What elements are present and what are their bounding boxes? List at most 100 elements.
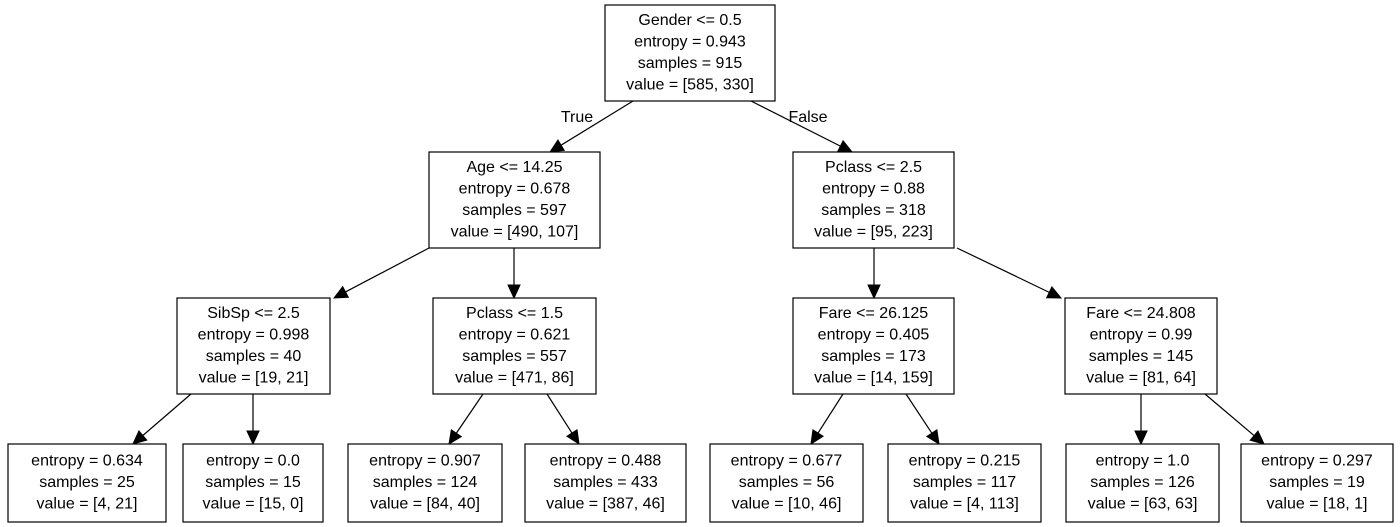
tree-edge-line <box>142 393 192 436</box>
tree-node-line: entropy = 0.215 <box>909 453 1021 470</box>
tree-node-line: samples = 173 <box>821 348 926 365</box>
tree-edge-line <box>905 393 933 434</box>
tree-node-line: samples = 124 <box>373 474 478 491</box>
tree-edge-line <box>345 247 430 293</box>
tree-node-box <box>1065 443 1220 523</box>
tree-edge-line <box>455 393 484 434</box>
tree-node-line: entropy = 0.405 <box>818 326 930 343</box>
tree-edge-arrowhead <box>332 285 350 299</box>
tree-edge-arrowhead <box>548 139 566 153</box>
tree-node: entropy = 0.215 samples = 117 value = [4, … <box>887 443 1042 523</box>
tree-edge <box>1134 394 1148 446</box>
tree-edge-arrowhead <box>836 139 854 153</box>
tree-edge <box>810 393 844 446</box>
tree-node-line: samples = 15 <box>205 474 301 491</box>
tree-node-line: entropy = 0.677 <box>731 453 843 470</box>
tree-node-line: Pclass <= 2.5 <box>825 159 922 176</box>
tree-edge <box>1204 393 1265 445</box>
tree-node: entropy = 0.634 samples = 25 value = [4, 2… <box>7 443 167 523</box>
tree-node: entropy = 0.677 samples = 56 value = [10, … <box>709 443 864 523</box>
tree-node-line: value = [81, 64] <box>1086 369 1196 386</box>
tree-edge-arrowhead <box>1045 286 1063 299</box>
tree-node-line: samples = 557 <box>462 348 567 365</box>
tree-edge-label: True <box>561 109 593 126</box>
tree-node-line: samples = 433 <box>553 474 658 491</box>
tree-edge-line <box>750 100 841 147</box>
tree-node-line: samples = 915 <box>638 55 743 72</box>
tree-edge-arrowhead <box>246 430 260 446</box>
tree-node: Fare <= 24.808 entropy = 0.99 samples = 14… <box>1064 297 1218 395</box>
tree-edge <box>132 393 192 445</box>
tree-node-line: entropy = 0.99 <box>1090 326 1193 343</box>
tree-edge-arrowhead <box>1249 430 1265 445</box>
tree-node-line: Fare <= 26.125 <box>819 305 929 322</box>
tree-node-line: value = [95, 223] <box>814 223 933 240</box>
tree-edge <box>905 393 940 445</box>
tree-edge-arrowhead <box>507 284 521 300</box>
tree-edge-line <box>956 247 1050 293</box>
tree-node-line: entropy = 0.297 <box>1261 453 1373 470</box>
tree-node-line: value = [19, 21] <box>199 369 309 386</box>
tree-node-line: value = [18, 1] <box>1267 496 1368 513</box>
tree-node-line: value = [387, 46] <box>546 496 665 513</box>
tree-node-line: entropy = 0.634 <box>31 453 143 470</box>
tree-edge-arrowhead <box>448 429 463 445</box>
tree-edge <box>507 248 521 300</box>
tree-node-line: Pclass <= 1.5 <box>466 305 563 322</box>
tree-node-line: Fare <= 24.808 <box>1086 305 1196 322</box>
tree-node-box <box>792 151 955 249</box>
tree-nodes: Gender <= 0.5 entropy = 0.943 samples = 91… <box>7 4 1394 523</box>
tree-edge <box>956 247 1063 299</box>
tree-node-line: samples = 117 <box>913 474 1016 491</box>
tree-node-line: value = [585, 330] <box>626 76 754 93</box>
tree-node-line: Age <= 14.25 <box>466 159 562 176</box>
tree-node-line: samples = 56 <box>739 474 835 491</box>
tree-node: Age <= 14.25 entropy = 0.678 samples = 597… <box>428 151 601 249</box>
tree-node: Pclass <= 2.5 entropy = 0.88 samples = 318… <box>792 151 955 249</box>
tree-node-line: entropy = 0.88 <box>822 180 925 197</box>
tree-node-line: value = [4, 21] <box>37 496 138 513</box>
tree-node: entropy = 0.0 samples = 15 value = [15, 0] <box>182 443 324 523</box>
tree-edge-arrowhead <box>925 428 940 445</box>
tree-edge-line <box>817 393 844 434</box>
tree-node-line: entropy = 0.0 <box>206 453 300 470</box>
tree-edge-arrowhead <box>566 428 580 446</box>
tree-edge <box>546 393 580 446</box>
tree-node-line: Gender <= 0.5 <box>638 12 741 29</box>
tree-node: SibSp <= 2.5 entropy = 0.998 samples = 40 v… <box>176 297 331 395</box>
tree-node-line: samples = 597 <box>462 202 567 219</box>
tree-node-box <box>176 297 331 395</box>
tree-edge: True <box>548 100 634 153</box>
tree-edge <box>246 394 260 446</box>
tree-node-line: value = [4, 113] <box>910 496 1019 513</box>
tree-node-box <box>604 4 776 102</box>
tree-edge-arrowhead <box>867 284 881 300</box>
tree-node-line: samples = 145 <box>1089 348 1194 365</box>
tree-edge: False <box>750 100 854 153</box>
tree-node-box <box>524 443 687 523</box>
tree-node-line: entropy = 0.678 <box>459 180 571 197</box>
tree-edge-label: False <box>788 109 827 126</box>
tree-edge-arrowhead <box>810 428 824 446</box>
tree-node-line: entropy = 0.943 <box>634 33 746 50</box>
tree-node: entropy = 0.297 samples = 19 value = [18, … <box>1240 443 1394 523</box>
tree-node-box <box>792 297 955 395</box>
tree-edge-line <box>546 393 573 434</box>
tree-node-line: value = [490, 107] <box>451 223 579 240</box>
tree-edge <box>332 247 430 299</box>
tree-node-box <box>709 443 864 523</box>
tree-node-line: value = [15, 0] <box>203 496 304 513</box>
tree-node-line: samples = 19 <box>1269 474 1365 491</box>
tree-node-line: entropy = 0.621 <box>459 326 571 343</box>
tree-node: entropy = 1.0 samples = 126 value = [63, 6… <box>1065 443 1220 523</box>
tree-node-line: samples = 25 <box>39 474 135 491</box>
tree-node-box <box>1240 443 1394 523</box>
tree-node-line: entropy = 1.0 <box>1096 453 1190 470</box>
tree-node-line: value = [14, 159] <box>814 369 933 386</box>
tree-node-line: samples = 126 <box>1090 474 1195 491</box>
tree-edge-line <box>1204 393 1255 437</box>
tree-node-line: SibSp <= 2.5 <box>207 305 300 322</box>
tree-node: Gender <= 0.5 entropy = 0.943 samples = 91… <box>604 4 776 102</box>
tree-node-line: entropy = 0.907 <box>369 453 481 470</box>
